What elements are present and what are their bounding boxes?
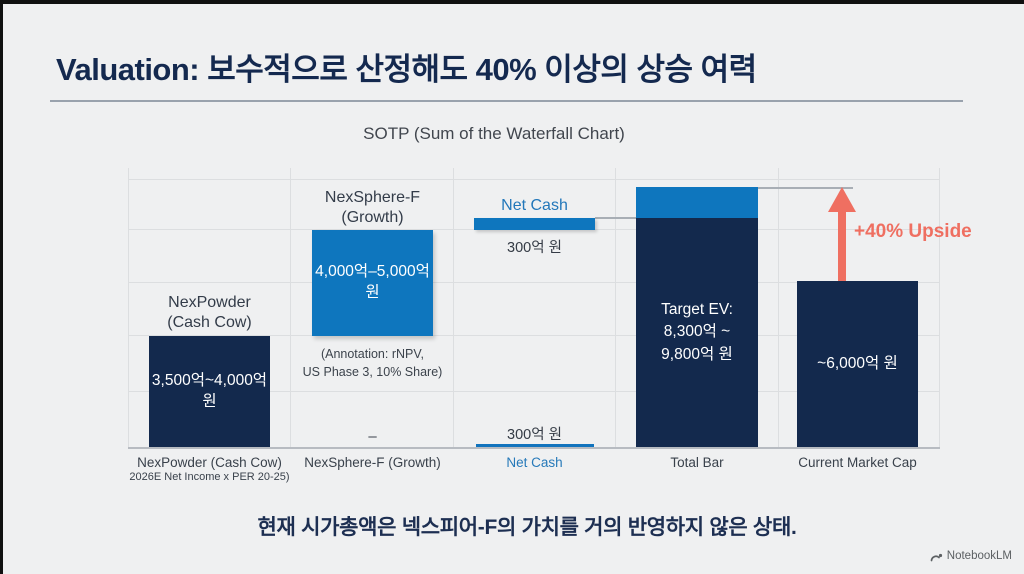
page-title: Valuation: 보수적으로 산정해도 40% 이상의 상승 여력 [56,52,757,87]
axis-label-nexsphere: NexSphere-F (Growth) [304,455,441,470]
upside-label: +40% Upside [854,221,972,242]
gridline-vertical [939,168,940,448]
axis-label-netcash: Net Cash [506,455,563,470]
axis-label-nexpowder: NexPowder (Cash Cow) [137,455,282,470]
total-bar: Target EV: 8,300억 ~ 9,800억 원 [636,218,758,447]
gridline-vertical [778,168,779,448]
upside-arrow-shaft [838,210,846,281]
gridline-horizontal [128,391,940,392]
letterbox-left-edge [0,0,3,574]
current-market-cap-value-label: ~6,000억 원 [817,354,898,372]
upside-arrow-head-icon [828,187,856,212]
axis-label-total: Total Bar [670,455,724,470]
gridline-vertical [128,168,129,448]
title-underline [50,100,963,102]
nexpowder-top-label: NexPowder (Cash Cow) [167,294,252,331]
netcash-label: Net Cash [501,197,568,214]
netcash-baseline-marker [476,444,594,447]
nexsphere-top-label: NexSphere-F (Growth) [324,189,421,226]
netcash-bar [474,218,595,230]
gridline-vertical [615,168,616,448]
x-axis-baseline [128,447,940,449]
current-market-cap-bar: ~6,000억 원 [797,281,918,447]
watermark: NotebookLM [930,550,1012,562]
netcash-value-label: 300억 원 [507,240,562,256]
nexsphere-annotation: (Annotation: rNPV, US Phase 3, 10% Share… [302,347,443,379]
axis-label-market-cap: Current Market Cap [798,455,917,470]
connector-netcash-to-total [595,217,636,219]
total-bar-value-label: Target EV: 8,300억 ~ 9,800억 원 [661,300,733,363]
footer-note: 현재 시가총액은 넥스피어-F의 가치를 거의 반영하지 않은 상태. [257,516,797,539]
gridline-vertical [453,168,454,448]
netcash-bottom-value-label: 300억 원 [507,427,562,443]
axis-sublabel-nexpowder: 2026E Net Income x PER 20-25) [129,471,290,483]
connector-total-to-arrow [758,187,853,189]
gridline-horizontal [128,179,940,180]
nexsphere-value-label: 4,000억–5,000억 원 [315,263,430,301]
total-bar-netcash-segment [636,187,758,218]
nexpowder-value-label: 3,500억~4,000억 원 [151,371,268,410]
nexpowder-bar: 3,500억~4,000억 원 [149,336,270,447]
watermark-label: NotebookLM [946,550,1012,562]
nexsphere-baseline-dash: – [368,428,377,445]
nexsphere-bar: 4,000억–5,000억 원 [312,230,433,336]
gridline-horizontal [128,335,940,336]
chart-title: SOTP (Sum of the Waterfall Chart) [363,124,625,143]
letterbox-top-edge [0,0,1024,4]
notebooklm-logo-icon [930,551,943,562]
gridline-horizontal [128,282,940,283]
gridline-vertical [290,168,291,448]
